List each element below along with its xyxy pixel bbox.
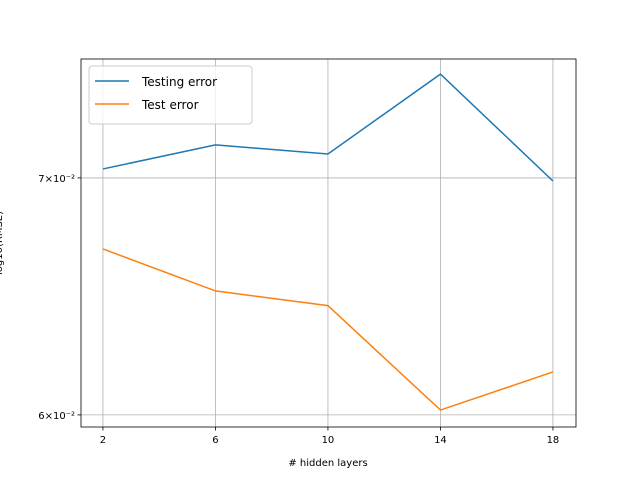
y-tick-label: 6×10⁻² [38, 411, 75, 422]
series-line [102, 248, 554, 411]
series-line [102, 73, 554, 182]
y-tick-label: 7×10⁻² [38, 174, 75, 185]
x-tick-label: 18 [547, 435, 560, 446]
x-axis-label: # hidden layers [288, 458, 367, 469]
legend-label: Test error [141, 98, 199, 112]
plot-frame [80, 58, 577, 428]
legend-box [88, 65, 253, 125]
y-axis-label: log10(RMSE) [0, 211, 5, 275]
x-tick-label: 6 [212, 435, 218, 446]
x-tick-label: 2 [100, 435, 106, 446]
legend-label: Testing error [141, 75, 217, 89]
x-tick-label: 10 [322, 435, 335, 446]
x-tick-label: 14 [434, 435, 447, 446]
